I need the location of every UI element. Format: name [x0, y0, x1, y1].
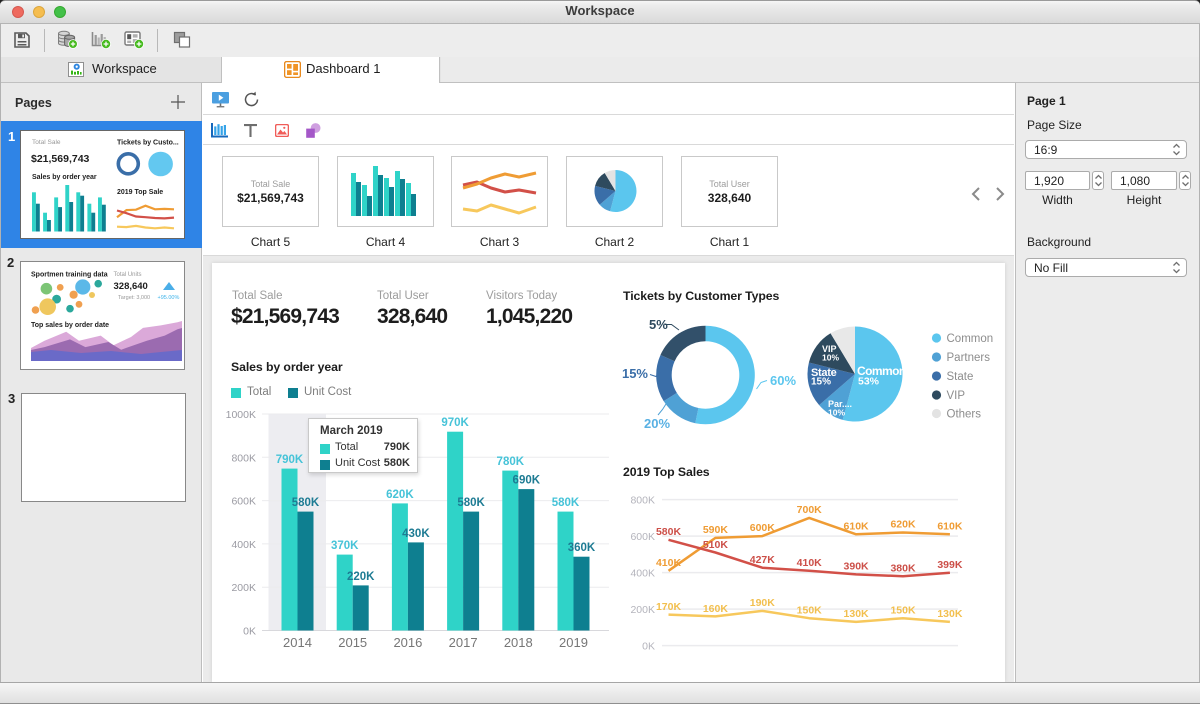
svg-text:410K: 410K [797, 557, 823, 569]
svg-text:VIP: VIP [947, 390, 966, 402]
svg-text:Top sales by order date: Top sales by order date [31, 322, 109, 329]
svg-text:Par....: Par.... [828, 399, 852, 409]
svg-text:620K: 620K [386, 489, 414, 501]
svg-text:220K: 220K [347, 571, 375, 583]
svg-text:Total Units: Total Units [114, 272, 142, 278]
svg-text:2018: 2018 [504, 635, 533, 650]
svg-text:580K: 580K [457, 497, 485, 509]
svg-text:600K: 600K [630, 531, 655, 543]
svg-text:170K: 170K [656, 601, 682, 613]
svg-text:690K: 690K [513, 475, 541, 487]
svg-text:600K: 600K [750, 522, 776, 534]
svg-text:400K: 400K [630, 568, 655, 580]
svg-text:2015: 2015 [338, 635, 367, 650]
svg-text:53%: 53% [858, 376, 880, 388]
svg-text:15%: 15% [811, 377, 831, 388]
svg-text:700K: 700K [797, 504, 823, 516]
svg-text:390K: 390K [844, 561, 870, 573]
svg-text:380K: 380K [890, 563, 916, 575]
svg-text:970K: 970K [441, 417, 469, 429]
svg-text:+95.00%: +95.00% [158, 295, 180, 301]
svg-text:580K: 580K [656, 526, 682, 538]
svg-text:1000K: 1000K [226, 409, 256, 421]
svg-text:790K: 790K [276, 454, 304, 466]
svg-text:5%: 5% [649, 317, 668, 332]
svg-text:0K: 0K [642, 641, 655, 653]
svg-text:160K: 160K [703, 603, 729, 615]
svg-text:427K: 427K [750, 554, 776, 566]
svg-text:580K: 580K [552, 497, 580, 509]
svg-text:590K: 590K [703, 524, 729, 536]
svg-text:Target: 3,000: Target: 3,000 [118, 295, 150, 301]
svg-text:60%: 60% [770, 373, 796, 388]
svg-text:Sportmen training data: Sportmen training data [31, 272, 108, 279]
svg-text:VIP: VIP [822, 344, 837, 354]
svg-text:$21,569,743: $21,569,743 [31, 153, 90, 165]
svg-text:620K: 620K [890, 519, 916, 531]
svg-text:400K: 400K [231, 539, 256, 551]
svg-text:610K: 610K [937, 521, 963, 533]
svg-text:410K: 410K [656, 557, 682, 569]
svg-text:200K: 200K [630, 604, 655, 616]
svg-text:610K: 610K [844, 521, 870, 533]
svg-text:800K: 800K [231, 452, 256, 464]
svg-text:430K: 430K [402, 528, 430, 540]
svg-text:2017: 2017 [449, 635, 478, 650]
svg-text:Common: Common [857, 364, 906, 378]
svg-text:150K: 150K [890, 605, 916, 617]
svg-text:130K: 130K [844, 608, 870, 620]
svg-text:510K: 510K [703, 539, 729, 551]
svg-text:0K: 0K [243, 626, 256, 638]
svg-text:328,640: 328,640 [114, 281, 148, 292]
svg-text:State: State [947, 371, 974, 383]
svg-text:370K: 370K [331, 540, 359, 552]
svg-text:2019: 2019 [559, 635, 588, 650]
svg-text:2014: 2014 [283, 635, 312, 650]
svg-text:Partners: Partners [947, 352, 991, 364]
svg-text:600K: 600K [231, 496, 256, 508]
svg-text:580K: 580K [292, 497, 320, 509]
svg-text:10%: 10% [822, 353, 839, 363]
svg-text:State: State [811, 367, 837, 379]
svg-text:150K: 150K [797, 605, 823, 617]
svg-text:780K: 780K [497, 456, 525, 468]
svg-text:Others: Others [947, 409, 982, 421]
svg-text:Sales by order year: Sales by order year [32, 174, 97, 181]
svg-text:20%: 20% [644, 416, 670, 431]
svg-text:399K: 399K [937, 559, 963, 571]
svg-text:2019 Top Sale: 2019 Top Sale [117, 189, 163, 196]
svg-text:190K: 190K [750, 597, 776, 609]
svg-text:800K: 800K [630, 495, 655, 507]
svg-text:130K: 130K [937, 608, 963, 620]
svg-text:Tickets by Custo...: Tickets by Custo... [117, 140, 179, 147]
svg-text:15%: 15% [622, 366, 648, 381]
svg-text:10%: 10% [828, 408, 845, 418]
svg-text:360K: 360K [568, 542, 596, 554]
svg-text:Common: Common [947, 333, 994, 345]
svg-text:Total Sale: Total Sale [32, 139, 61, 146]
svg-text:200K: 200K [231, 582, 256, 594]
svg-text:2016: 2016 [393, 635, 422, 650]
